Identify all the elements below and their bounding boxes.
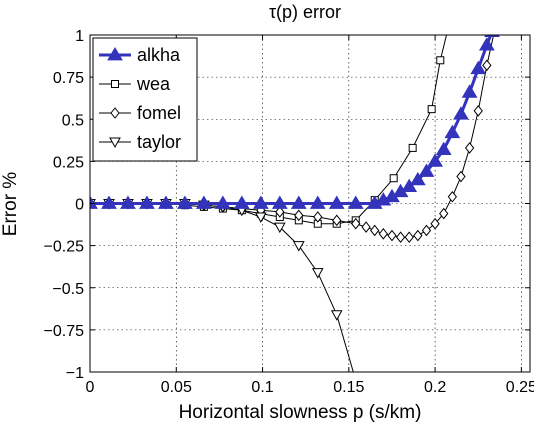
y-tick-label: 0.75: [53, 70, 84, 87]
data-point-fomel: [491, 22, 499, 32]
x-tick-label: 0: [86, 379, 95, 396]
data-point-alkha: [120, 195, 136, 209]
data-point-fomel: [361, 221, 371, 233]
data-point-fomel: [294, 209, 304, 222]
y-tick-label: 0.5: [62, 112, 84, 129]
data-point-alkha: [453, 106, 469, 120]
data-point-alkha: [418, 163, 435, 177]
legend-label-taylor: taylor: [137, 132, 181, 152]
data-point-alkha: [347, 195, 364, 209]
series-line-taylor: [90, 203, 354, 372]
x-tick-label: 0.2: [424, 379, 446, 396]
data-point-alkha: [214, 195, 231, 209]
data-point-fomel: [370, 224, 380, 237]
y-tick-label: −0.5: [52, 281, 84, 298]
data-point-alkha: [177, 195, 193, 209]
y-tick-label: 0: [75, 197, 84, 214]
legend-marker-wea: [111, 80, 119, 88]
y-axis-label: Error %: [0, 172, 21, 237]
y-tick-label: 1: [75, 28, 84, 45]
data-point-fomel: [332, 214, 342, 227]
legend-marker-alkha: [107, 47, 123, 61]
y-tick-label: 0.25: [53, 154, 84, 171]
y-tick-label: −1: [66, 365, 84, 382]
data-point-alkha: [444, 124, 461, 139]
data-point-alkha: [435, 141, 452, 155]
x-tick-label: 0.25: [506, 379, 534, 396]
chart-title: τ(p) error: [269, 2, 341, 22]
series-alkha: [90, 35, 500, 209]
data-point-fomel: [447, 190, 457, 203]
data-point-alkha: [271, 195, 288, 209]
data-point-fomel: [413, 229, 423, 242]
data-point-alkha: [461, 84, 478, 98]
legend: alkha wea fomel taylor: [92, 37, 198, 162]
y-tick-label: −0.25: [44, 239, 85, 256]
data-point-alkha: [196, 195, 212, 209]
data-point-alkha: [328, 195, 345, 209]
data-point-fomel: [421, 224, 432, 237]
data-point-alkha: [139, 195, 155, 209]
data-point-fomel: [313, 211, 323, 223]
data-point-alkha: [158, 195, 174, 209]
data-point-fomel: [473, 105, 483, 117]
data-point-fomel: [430, 217, 440, 230]
data-point-alkha: [401, 178, 418, 193]
data-point-alkha: [309, 195, 326, 209]
series-layer: [90, 15, 500, 372]
data-point-alkha: [233, 195, 250, 209]
data-point-fomel: [464, 142, 475, 154]
data-point-alkha: [470, 60, 487, 75]
data-point-alkha: [478, 37, 495, 51]
data-point-wea: [447, 15, 454, 22]
legend-label-fomel: fomel: [137, 103, 181, 123]
data-point-fomel: [439, 207, 449, 220]
data-point-fomel: [482, 59, 492, 72]
legend-marker-taylor: [109, 137, 121, 149]
data-point-alkha: [252, 195, 269, 209]
data-point-fomel: [351, 217, 361, 230]
data-point-fomel: [404, 231, 414, 244]
x-tick-label: 0.15: [333, 379, 364, 396]
legend-label-alkha: alkha: [137, 45, 181, 65]
y-tick-label: −0.75: [44, 323, 85, 340]
data-point-fomel: [395, 231, 406, 244]
data-point-taylor: [292, 241, 305, 252]
data-point-fomel: [275, 206, 285, 218]
data-point-fomel: [456, 170, 466, 183]
data-point-taylor: [273, 222, 286, 234]
data-point-taylor: [311, 268, 324, 279]
legend-marker-fomel: [110, 107, 120, 119]
data-point-alkha: [409, 171, 426, 186]
x-tick-label: 0.1: [251, 379, 273, 396]
data-point-taylor: [254, 212, 267, 224]
data-point-alkha: [427, 153, 443, 167]
data-point-alkha: [290, 195, 307, 209]
data-point-alkha: [101, 195, 117, 209]
data-point-wea: [389, 174, 398, 183]
data-point-alkha: [90, 195, 98, 209]
x-tick-label: 0.05: [161, 379, 192, 396]
data-point-fomel: [387, 229, 397, 242]
data-point-wea: [408, 143, 417, 152]
legend-label-wea: wea: [136, 74, 171, 94]
data-point-wea: [427, 105, 436, 114]
data-point-fomel: [378, 228, 388, 240]
tick-layer: 0 0.05 0.1 0.15 0.2 0.25 −1 −0.75 −0.5 −0.25 0 0.25…: [44, 28, 534, 396]
data-point-taylor: [330, 310, 343, 321]
x-axis-label: Horizontal slowness p (s/km): [179, 402, 422, 423]
data-point-wea: [436, 56, 445, 65]
